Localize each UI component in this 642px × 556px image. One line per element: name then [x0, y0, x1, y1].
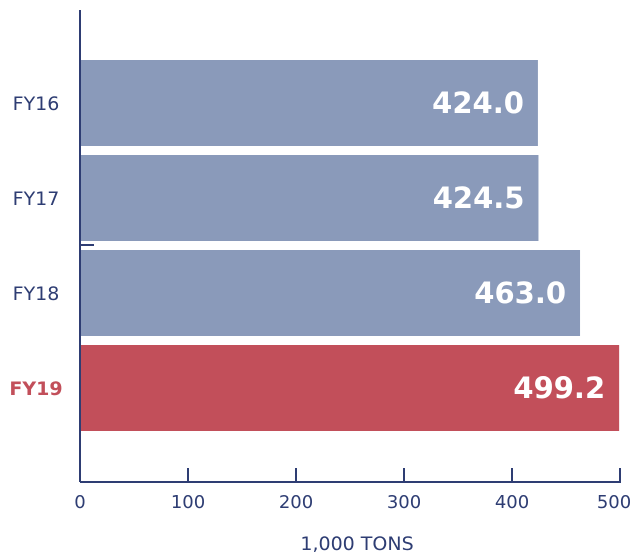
category-label-fy19: FY19	[9, 378, 62, 400]
bar-fy16	[80, 60, 538, 146]
category-labels: FY16 FY17 FY18 FY19	[9, 93, 62, 400]
value-label-fy16: 424.0	[432, 86, 524, 120]
x-ticks: 0 100 200 300 400 500	[74, 468, 631, 513]
x-axis-title: 1,000 TONS	[300, 533, 413, 555]
category-label-fy16: FY16	[13, 93, 60, 115]
bars: 424.0 424.5 463.0 499.2	[80, 60, 620, 431]
x-tick-label: 0	[74, 492, 85, 513]
value-label-fy17: 424.5	[433, 181, 525, 215]
bar-fy18	[80, 250, 581, 336]
x-tick-label: 200	[279, 492, 313, 513]
bar-fy17	[80, 155, 539, 241]
value-label-fy18: 463.0	[474, 276, 566, 310]
value-label-fy19: 499.2	[513, 371, 605, 405]
category-label-fy17: FY17	[13, 188, 60, 210]
x-tick-label: 100	[171, 492, 205, 513]
x-tick-label: 400	[495, 492, 529, 513]
category-label-fy18: FY18	[13, 283, 60, 305]
x-tick-label: 500	[597, 492, 631, 513]
axes	[79, 10, 621, 483]
x-tick-label: 300	[387, 492, 421, 513]
bar-fy19	[80, 345, 620, 431]
